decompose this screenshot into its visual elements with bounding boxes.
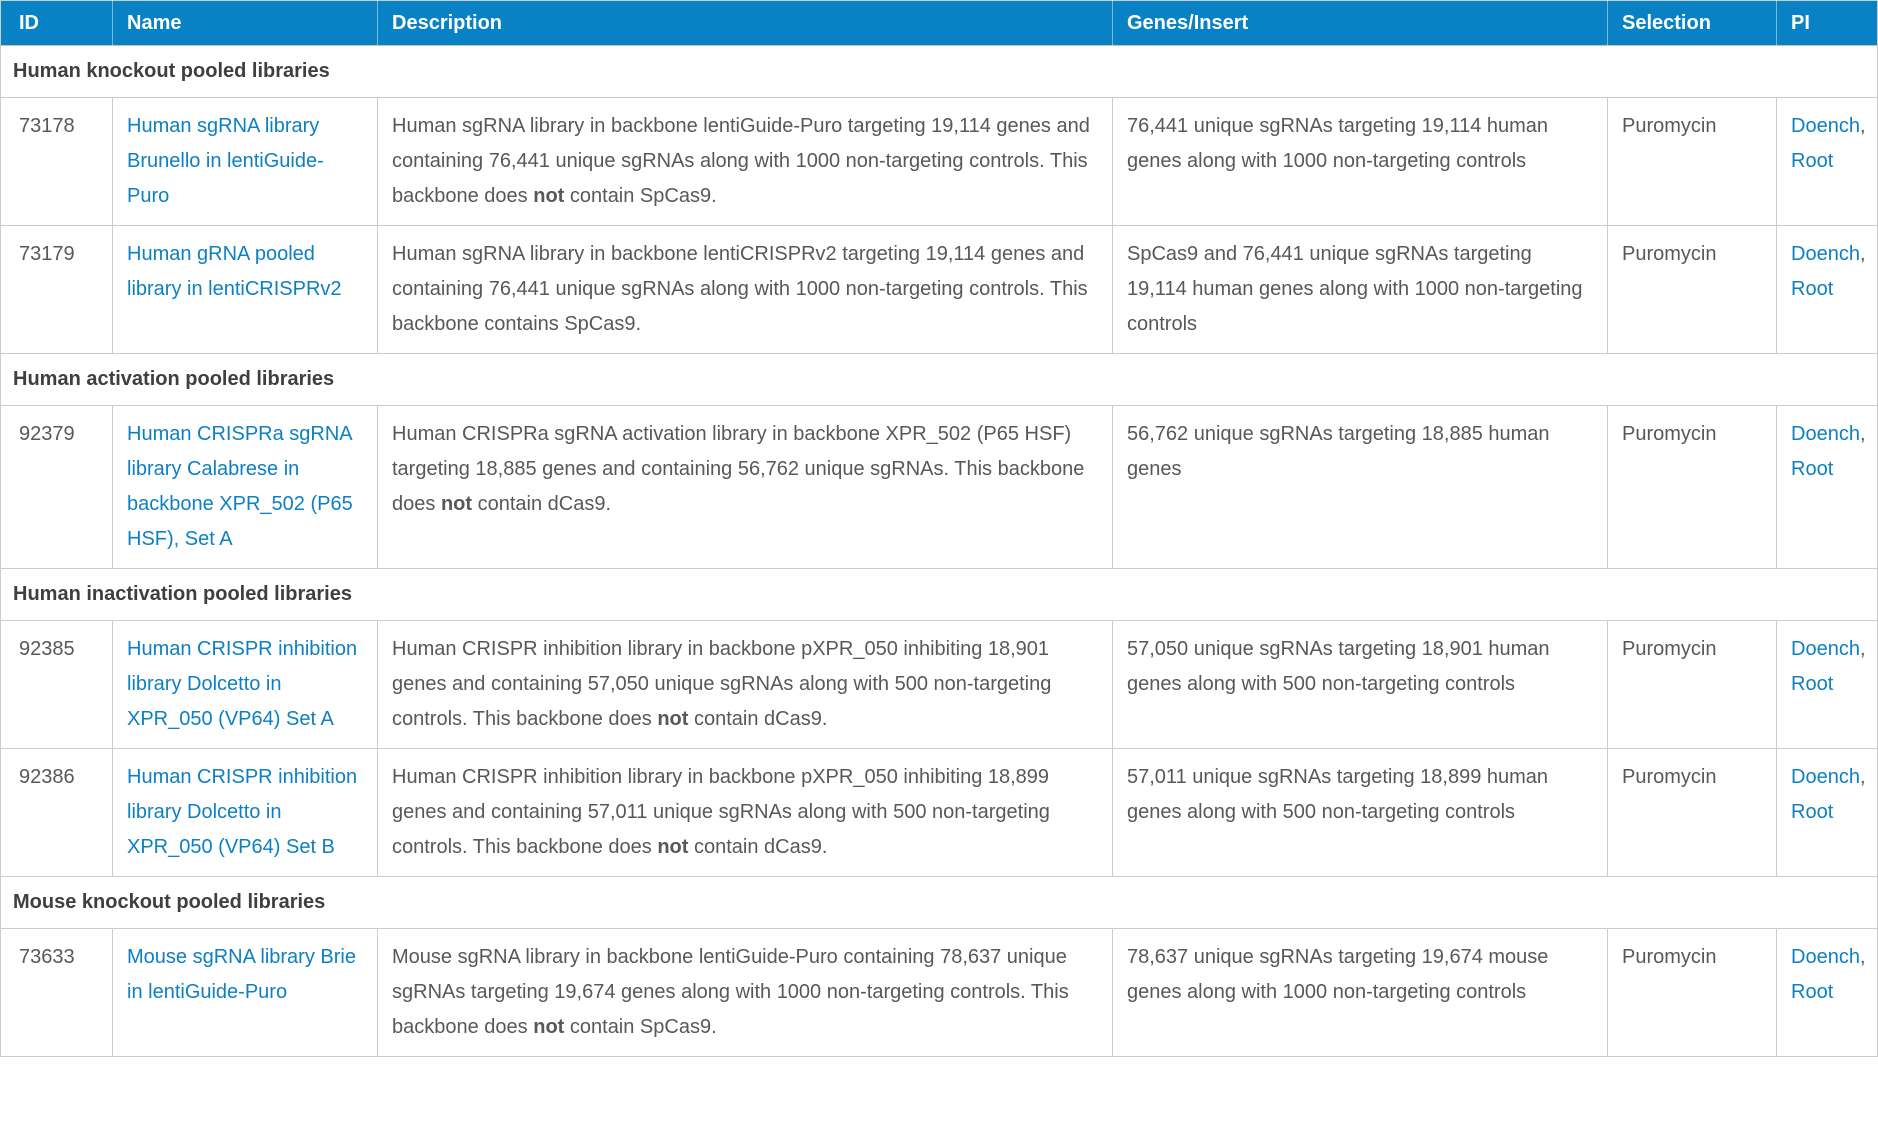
section-title: Human inactivation pooled libraries [0, 568, 1878, 621]
section-header-row: Human inactivation pooled libraries [0, 568, 1878, 621]
library-description-cell: Human sgRNA library in backbone lentiCRI… [377, 225, 1113, 354]
genes-insert-cell: 57,050 unique sgRNAs targeting 18,901 hu… [1112, 620, 1608, 749]
library-row: 92385 Human CRISPR inhibition library Dol… [0, 620, 1878, 749]
library-name-link[interactable]: Human CRISPRa sgRNA library Calabrese in… [127, 423, 353, 550]
library-name-link[interactable]: Human sgRNA library Brunello in lentiGui… [127, 115, 324, 207]
pi-link[interactable]: Doench [1791, 423, 1860, 445]
library-name-link[interactable]: Human CRISPR inhibition library Dolcetto… [127, 638, 358, 730]
pi-link[interactable]: Doench [1791, 115, 1860, 137]
column-header-name: Name [112, 0, 378, 46]
library-description-cell: Human CRISPR inhibition library in backb… [377, 748, 1113, 877]
pi-cell: Doench, Root [1776, 225, 1878, 354]
description-text: Human CRISPRa sgRNA activation library i… [392, 423, 1085, 515]
library-name-cell: Human CRISPR inhibition library Dolcetto… [112, 748, 378, 877]
genes-insert-cell: 76,441 unique sgRNAs targeting 19,114 hu… [1112, 97, 1608, 226]
pi-cell: Doench, Root [1776, 620, 1878, 749]
table-header: ID Name Description Genes/Insert Selecti… [0, 0, 1878, 46]
pi-cell: Doench, Root [1776, 748, 1878, 877]
section-header-row: Human knockout pooled libraries [0, 45, 1878, 98]
library-name-link[interactable]: Mouse sgRNA library Brie in lentiGuide-P… [127, 946, 356, 1003]
library-row: 73178 Human sgRNA library Brunello in len… [0, 97, 1878, 226]
selection-cell: Puromycin [1607, 928, 1777, 1057]
library-id-cell: 92385 [0, 620, 113, 749]
library-description-cell: Human CRISPRa sgRNA activation library i… [377, 405, 1113, 569]
pi-link[interactable]: Root [1791, 278, 1834, 300]
pi-link[interactable]: Root [1791, 458, 1834, 480]
pi-link[interactable]: Root [1791, 981, 1834, 1003]
pi-link[interactable]: Doench [1791, 243, 1860, 265]
description-text: contain SpCas9. [564, 1016, 717, 1038]
library-name-cell: Mouse sgRNA library Brie in lentiGuide-P… [112, 928, 378, 1057]
table-body: Human knockout pooled libraries 73178 Huma… [0, 45, 1878, 1057]
description-emphasis: not [440, 493, 473, 515]
genes-insert-cell: SpCas9 and 76,441 unique sgRNAs targetin… [1112, 225, 1608, 354]
pi-link[interactable]: Root [1791, 673, 1834, 695]
section-title: Human knockout pooled libraries [0, 45, 1878, 98]
column-header-selection: Selection [1607, 0, 1777, 46]
description-text: Human sgRNA library in backbone lentiCRI… [392, 243, 1088, 335]
pi-cell: Doench, Root [1776, 928, 1878, 1057]
library-name-cell: Human CRISPR inhibition library Dolcetto… [112, 620, 378, 749]
selection-cell: Puromycin [1607, 405, 1777, 569]
library-id-cell: 73178 [0, 97, 113, 226]
pi-link[interactable]: Root [1791, 801, 1834, 823]
library-description-cell: Human sgRNA library in backbone lentiGui… [377, 97, 1113, 226]
pi-link[interactable]: Doench [1791, 638, 1860, 660]
library-row: 92386 Human CRISPR inhibition library Dol… [0, 748, 1878, 877]
genes-insert-cell: 78,637 unique sgRNAs targeting 19,674 mo… [1112, 928, 1608, 1057]
selection-cell: Puromycin [1607, 225, 1777, 354]
column-header-genes-insert: Genes/Insert [1112, 0, 1608, 46]
description-text: contain dCas9. [472, 493, 612, 515]
column-header-id: ID [0, 0, 113, 46]
library-row: 73179 Human gRNA pooled library in lentiC… [0, 225, 1878, 354]
section-title: Mouse knockout pooled libraries [0, 876, 1878, 929]
library-id-cell: 92386 [0, 748, 113, 877]
pi-link[interactable]: Root [1791, 150, 1834, 172]
library-id-cell: 73633 [0, 928, 113, 1057]
column-header-description: Description [377, 0, 1113, 46]
pi-link[interactable]: Doench [1791, 766, 1860, 788]
description-emphasis: not [657, 836, 689, 858]
description-emphasis: not [533, 185, 565, 207]
library-row: 73633 Mouse sgRNA library Brie in lentiGu… [0, 928, 1878, 1057]
section-header-row: Human activation pooled libraries [0, 353, 1878, 406]
section-header-row: Mouse knockout pooled libraries [0, 876, 1878, 929]
description-text: contain dCas9. [688, 836, 828, 858]
library-name-cell: Human gRNA pooled library in lentiCRISPR… [112, 225, 378, 354]
genes-insert-cell: 57,011 unique sgRNAs targeting 18,899 hu… [1112, 748, 1608, 877]
library-name-link[interactable]: Human CRISPR inhibition library Dolcetto… [127, 766, 358, 858]
selection-cell: Puromycin [1607, 97, 1777, 226]
library-name-cell: Human sgRNA library Brunello in lentiGui… [112, 97, 378, 226]
header-row: ID Name Description Genes/Insert Selecti… [0, 0, 1878, 46]
section-title: Human activation pooled libraries [0, 353, 1878, 406]
library-name-cell: Human CRISPRa sgRNA library Calabrese in… [112, 405, 378, 569]
pi-link[interactable]: Doench [1791, 946, 1860, 968]
library-name-link[interactable]: Human gRNA pooled library in lentiCRISPR… [127, 243, 342, 300]
description-text: Human CRISPR inhibition library in backb… [392, 766, 1050, 858]
pi-cell: Doench, Root [1776, 97, 1878, 226]
library-id-cell: 73179 [0, 225, 113, 354]
description-emphasis: not [657, 708, 689, 730]
library-row: 92379 Human CRISPRa sgRNA library Calabre… [0, 405, 1878, 569]
selection-cell: Puromycin [1607, 748, 1777, 877]
pooled-libraries-table: ID Name Description Genes/Insert Selecti… [0, 0, 1878, 1057]
library-description-cell: Human CRISPR inhibition library in backb… [377, 620, 1113, 749]
description-text: contain SpCas9. [564, 185, 717, 207]
description-text: contain dCas9. [688, 708, 828, 730]
library-description-cell: Mouse sgRNA library in backbone lentiGui… [377, 928, 1113, 1057]
genes-insert-cell: 56,762 unique sgRNAs targeting 18,885 hu… [1112, 405, 1608, 569]
description-text: Human CRISPR inhibition library in backb… [392, 638, 1052, 730]
pi-cell: Doench, Root [1776, 405, 1878, 569]
description-text: Mouse sgRNA library in backbone lentiGui… [392, 946, 1069, 1038]
description-text: Human sgRNA library in backbone lentiGui… [392, 115, 1090, 207]
selection-cell: Puromycin [1607, 620, 1777, 749]
library-id-cell: 92379 [0, 405, 113, 569]
column-header-pi: PI [1776, 0, 1878, 46]
description-emphasis: not [533, 1016, 565, 1038]
